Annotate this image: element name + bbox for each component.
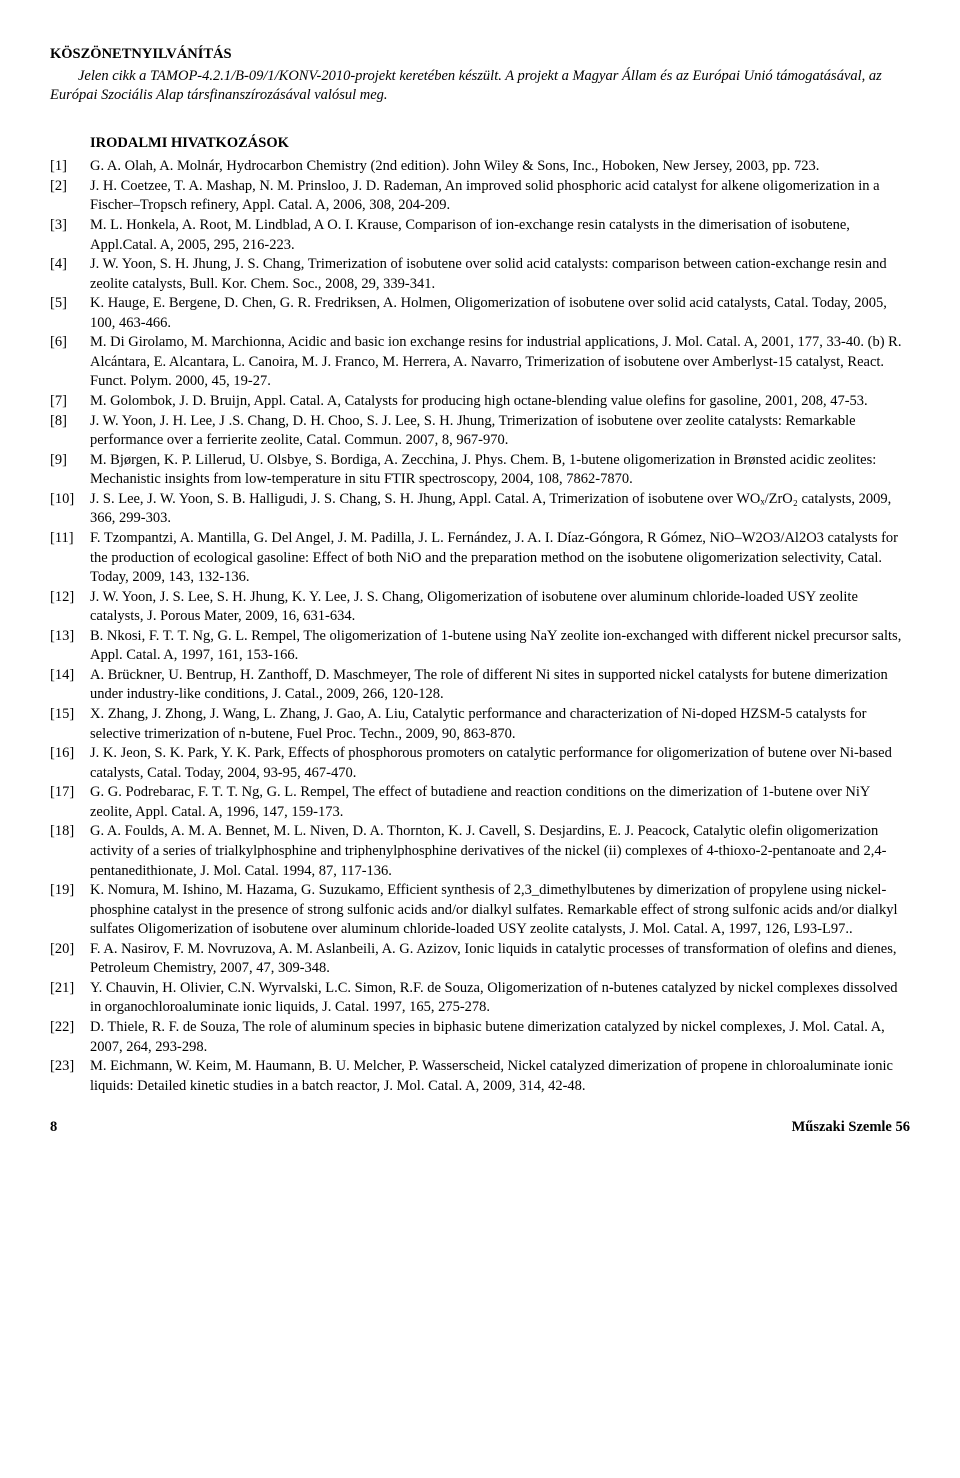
reference-row: [1]G. A. Olah, A. Molnár, Hydrocarbon Ch… [50,157,910,177]
reference-text: J. S. Lee, J. W. Yoon, S. B. Halligudi, … [90,490,910,529]
reference-row: [20]F. A. Nasirov, F. M. Novruzova, A. M… [50,940,910,979]
reference-number: [8] [50,412,90,451]
reference-row: [22]D. Thiele, R. F. de Souza, The role … [50,1018,910,1057]
reference-row: [2]J. H. Coetzee, T. A. Mashap, N. M. Pr… [50,177,910,216]
reference-row: [10]J. S. Lee, J. W. Yoon, S. B. Halligu… [50,490,910,529]
reference-number: [18] [50,822,90,881]
reference-number: [19] [50,881,90,940]
page-footer: 8 Műszaki Szemle 56 [50,1118,910,1138]
refs-title: IRODALMI HIVATKOZÁSOK [50,134,910,154]
reference-text: M. Di Girolamo, M. Marchionna, Acidic an… [90,333,910,392]
reference-number: [22] [50,1018,90,1057]
reference-text: J. W. Yoon, J. S. Lee, S. H. Jhung, K. Y… [90,588,910,627]
reference-row: [14]A. Brückner, U. Bentrup, H. Zanthoff… [50,666,910,705]
reference-text: G. G. Podrebarac, F. T. T. Ng, G. L. Rem… [90,783,910,822]
reference-row: [17]G. G. Podrebarac, F. T. T. Ng, G. L.… [50,783,910,822]
reference-number: [7] [50,392,90,412]
reference-number: [5] [50,294,90,333]
reference-text: X. Zhang, J. Zhong, J. Wang, L. Zhang, J… [90,705,910,744]
reference-text: M. Bjørgen, K. P. Lillerud, U. Olsbye, S… [90,451,910,490]
reference-number: [11] [50,529,90,588]
reference-text: M. Eichmann, W. Keim, M. Haumann, B. U. … [90,1057,910,1096]
reference-row: [19]K. Nomura, M. Ishino, M. Hazama, G. … [50,881,910,940]
reference-number: [15] [50,705,90,744]
ack-body: Jelen cikk a TAMOP-4.2.1/B-09/1/KONV-201… [50,67,910,106]
reference-text: J. W. Yoon, J. H. Lee, J .S. Chang, D. H… [90,412,910,451]
reference-text: Y. Chauvin, H. Olivier, C.N. Wyrvalski, … [90,979,910,1018]
reference-text: J. H. Coetzee, T. A. Mashap, N. M. Prins… [90,177,910,216]
reference-text: K. Hauge, E. Bergene, D. Chen, G. R. Fre… [90,294,910,333]
reference-number: [4] [50,255,90,294]
reference-row: [3]M. L. Honkela, A. Root, M. Lindblad, … [50,216,910,255]
reference-number: [6] [50,333,90,392]
reference-number: [23] [50,1057,90,1096]
reference-row: [12]J. W. Yoon, J. S. Lee, S. H. Jhung, … [50,588,910,627]
reference-row: [8]J. W. Yoon, J. H. Lee, J .S. Chang, D… [50,412,910,451]
reference-text: K. Nomura, M. Ishino, M. Hazama, G. Suzu… [90,881,910,940]
reference-number: [2] [50,177,90,216]
reference-row: [21]Y. Chauvin, H. Olivier, C.N. Wyrvals… [50,979,910,1018]
reference-text: J. W. Yoon, S. H. Jhung, J. S. Chang, Tr… [90,255,910,294]
reference-row: [23]M. Eichmann, W. Keim, M. Haumann, B.… [50,1057,910,1096]
reference-row: [13]B. Nkosi, F. T. T. Ng, G. L. Rempel,… [50,627,910,666]
reference-row: [15]X. Zhang, J. Zhong, J. Wang, L. Zhan… [50,705,910,744]
reference-text: A. Brückner, U. Bentrup, H. Zanthoff, D.… [90,666,910,705]
reference-number: [3] [50,216,90,255]
reference-number: [9] [50,451,90,490]
reference-number: [17] [50,783,90,822]
reference-row: [18]G. A. Foulds, A. M. A. Bennet, M. L.… [50,822,910,881]
reference-row: [7]M. Golombok, J. D. Bruijn, Appl. Cata… [50,392,910,412]
reference-number: [20] [50,940,90,979]
reference-text: M. L. Honkela, A. Root, M. Lindblad, A O… [90,216,910,255]
journal-title: Műszaki Szemle 56 [792,1118,910,1138]
reference-text: M. Golombok, J. D. Bruijn, Appl. Catal. … [90,392,910,412]
reference-row: [5]K. Hauge, E. Bergene, D. Chen, G. R. … [50,294,910,333]
reference-row: [6]M. Di Girolamo, M. Marchionna, Acidic… [50,333,910,392]
reference-text: F. Tzompantzi, A. Mantilla, G. Del Angel… [90,529,910,588]
reference-text: J. K. Jeon, S. K. Park, Y. K. Park, Effe… [90,744,910,783]
reference-number: [1] [50,157,90,177]
reference-text: G. A. Foulds, A. M. A. Bennet, M. L. Niv… [90,822,910,881]
reference-text: F. A. Nasirov, F. M. Novruzova, A. M. As… [90,940,910,979]
reference-row: [4]J. W. Yoon, S. H. Jhung, J. S. Chang,… [50,255,910,294]
reference-number: [14] [50,666,90,705]
reference-text: D. Thiele, R. F. de Souza, The role of a… [90,1018,910,1057]
ack-title: KÖSZÖNETNYILVÁNÍTÁS [50,45,910,65]
reference-row: [9]M. Bjørgen, K. P. Lillerud, U. Olsbye… [50,451,910,490]
reference-row: [16]J. K. Jeon, S. K. Park, Y. K. Park, … [50,744,910,783]
reference-row: [11]F. Tzompantzi, A. Mantilla, G. Del A… [50,529,910,588]
reference-number: [10] [50,490,90,529]
reference-number: [13] [50,627,90,666]
reference-number: [12] [50,588,90,627]
reference-number: [16] [50,744,90,783]
reference-text: G. A. Olah, A. Molnár, Hydrocarbon Chemi… [90,157,910,177]
reference-number: [21] [50,979,90,1018]
page-number: 8 [50,1118,57,1138]
references-list: [1]G. A. Olah, A. Molnár, Hydrocarbon Ch… [50,157,910,1096]
reference-text: B. Nkosi, F. T. T. Ng, G. L. Rempel, The… [90,627,910,666]
